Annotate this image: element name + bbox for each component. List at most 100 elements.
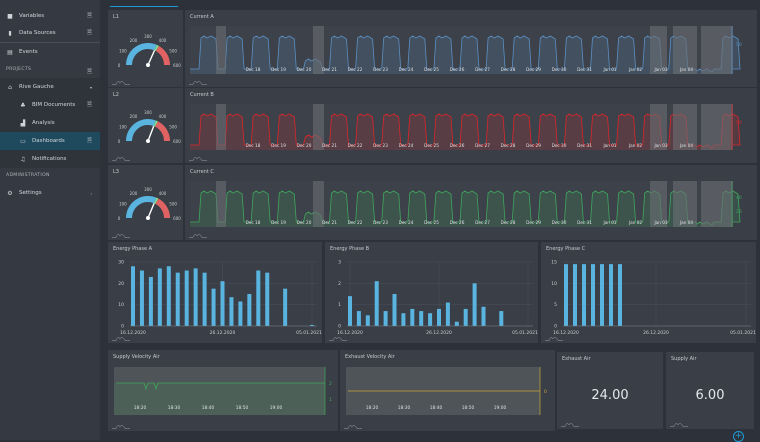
x-tick-label: Dec 29 (526, 67, 541, 72)
bar (573, 264, 577, 326)
current-panel-0: Current A Dec 18 Dec 19 Dec 20 Dec 21 Dec 22 D… (185, 10, 757, 87)
x-tick-label: Dec 27 (475, 143, 490, 148)
gauge-tick-label: 100 (119, 202, 127, 207)
sidebar-item-variables[interactable]: ■ Variables 🗎 (0, 7, 100, 25)
bar (454, 321, 459, 326)
series-area (190, 191, 740, 227)
gauge-arc (153, 120, 158, 127)
y-tick-label: 20 (118, 281, 124, 287)
x-tick-label: 18:20 (134, 405, 147, 411)
grafana-logo-icon (189, 157, 207, 161)
x-tick-label: Dec 18 (246, 67, 261, 72)
x-tick-label: Dec 25 (424, 220, 439, 225)
sidebar-item-events[interactable]: ▤ Events (0, 43, 100, 61)
bar (202, 272, 207, 326)
stat-value: 24.00 (591, 388, 629, 403)
panel-title: Exhaust Velocity Air (345, 354, 395, 360)
add-project-button[interactable]: 🗎 (0, 63, 100, 81)
gauge-panel-l3: L3 0 100 200 300 400 500 600 (108, 165, 183, 240)
y-tick-label: 1 (329, 397, 332, 403)
annotation-region[interactable] (650, 181, 667, 227)
analysis-icon: ▟ (20, 119, 26, 127)
x-tick-label: Jan 03 (653, 67, 667, 72)
sidebar-item-analysis[interactable]: ▟ Analysis (0, 114, 100, 132)
y-tick-label: 50 (736, 42, 742, 48)
annotation-region[interactable] (701, 104, 733, 150)
bar (410, 308, 415, 326)
add-file-icon[interactable]: 🗎 (87, 101, 92, 108)
tab-active-indicator[interactable] (110, 6, 178, 7)
sidebar-item-label: Data Sources (19, 30, 56, 36)
add-widget-button[interactable]: + (733, 431, 744, 442)
annotation-region[interactable] (216, 26, 226, 74)
x-tick-label: 19:00 (270, 405, 283, 411)
annotation-region[interactable] (673, 104, 697, 150)
panel-title: Current A (190, 14, 214, 20)
annotation-region[interactable] (673, 26, 697, 74)
sidebar-item-label: Dashboards (32, 138, 65, 144)
bar (401, 313, 406, 326)
x-tick-label: 26.12.2020 (426, 330, 452, 336)
x-tick-label: Dec 27 (475, 220, 490, 225)
panel-title: Energy Phase A (113, 246, 153, 252)
annotation-region[interactable] (216, 104, 226, 150)
x-tick-label: Dec 23 (373, 220, 388, 225)
add-file-icon[interactable]: 🗎 (87, 29, 92, 36)
grafana-logo-icon (112, 337, 130, 341)
chevron-down-icon[interactable]: ▾ (89, 84, 92, 90)
annotation-region[interactable] (313, 26, 324, 74)
annotation-region[interactable] (216, 181, 226, 227)
annotation-region[interactable] (313, 104, 324, 150)
panel-canvas: Dec 18 Dec 19 Dec 20 Dec 21 Dec 22 Dec 23 Dec … (190, 181, 742, 227)
x-tick-label: Dec 20 (297, 220, 312, 225)
sidebar-item-notifications[interactable]: ♫ Notifications (0, 150, 100, 168)
x-tick-label: Dec 23 (373, 67, 388, 72)
x-tick-label: Dec 19 (271, 143, 286, 148)
add-file-icon[interactable]: 🗎 (87, 137, 92, 144)
x-tick-label: Dec 26 (450, 67, 465, 72)
annotation-region[interactable] (313, 181, 324, 227)
bar (591, 264, 595, 326)
series-area (190, 36, 740, 74)
x-tick-label: Jan 04 (679, 220, 693, 225)
x-tick-label: Dec 30 (552, 143, 567, 148)
divider (0, 42, 100, 43)
stat-panel-0: Exhaust Air 24.00 (557, 352, 663, 429)
panel-canvas: 0 1 2 3 16.12.2020 26.12.2020 05.01.2021 (337, 260, 538, 337)
x-tick-label: Dec 20 (297, 143, 312, 148)
grafana-logo-icon (189, 81, 207, 85)
x-tick-label: Dec 28 (501, 143, 516, 148)
gauge-arc (126, 119, 156, 142)
x-tick-label: Dec 31 (577, 220, 592, 225)
bar (445, 302, 450, 326)
sidebar-item-label: Notifications (32, 156, 67, 162)
y-tick-label: 0 (338, 324, 341, 330)
bar (356, 311, 361, 326)
sidebar-item-settings[interactable]: ⚙ Settings ‹ (0, 184, 100, 202)
panel-title: Supply Velocity Air (113, 354, 160, 360)
bar (374, 281, 379, 326)
sidebar-item-data-sources[interactable]: ▮ Data Sources 🗎 (0, 24, 100, 42)
chevron-left-icon[interactable]: ‹ (90, 190, 92, 196)
add-file-icon[interactable]: 🗎 (87, 68, 92, 75)
sidebar-item-dashboards[interactable]: ▭ Dashboards 🗎 (0, 132, 100, 150)
sidebar-item-bim-documents[interactable]: ♣ BIM Documents 🗎 (0, 96, 100, 114)
dashboard-tabs (110, 0, 760, 8)
bar (472, 283, 477, 326)
series-line (116, 382, 325, 391)
x-tick-label: Dec 26 (450, 220, 465, 225)
bar (348, 296, 352, 326)
x-tick-label: Dec 22 (348, 67, 363, 72)
annotation-region[interactable] (701, 26, 733, 74)
sidebar-item-label: Rive Gauche (19, 84, 54, 90)
annotation-region[interactable] (650, 104, 667, 150)
bar (428, 313, 433, 326)
annotation-region[interactable] (673, 181, 697, 227)
panel-canvas: 18:20 18:30 18:40 18:50 19:00 0 (346, 367, 547, 415)
bar (582, 264, 586, 326)
annotation-region[interactable] (650, 26, 667, 74)
x-tick-label: Dec 26 (450, 143, 465, 148)
add-file-icon[interactable]: 🗎 (87, 12, 92, 19)
sidebar-item-rive-gauche[interactable]: ⌂ Rive Gauche ▾ (0, 78, 100, 96)
annotation-region[interactable] (701, 181, 733, 227)
